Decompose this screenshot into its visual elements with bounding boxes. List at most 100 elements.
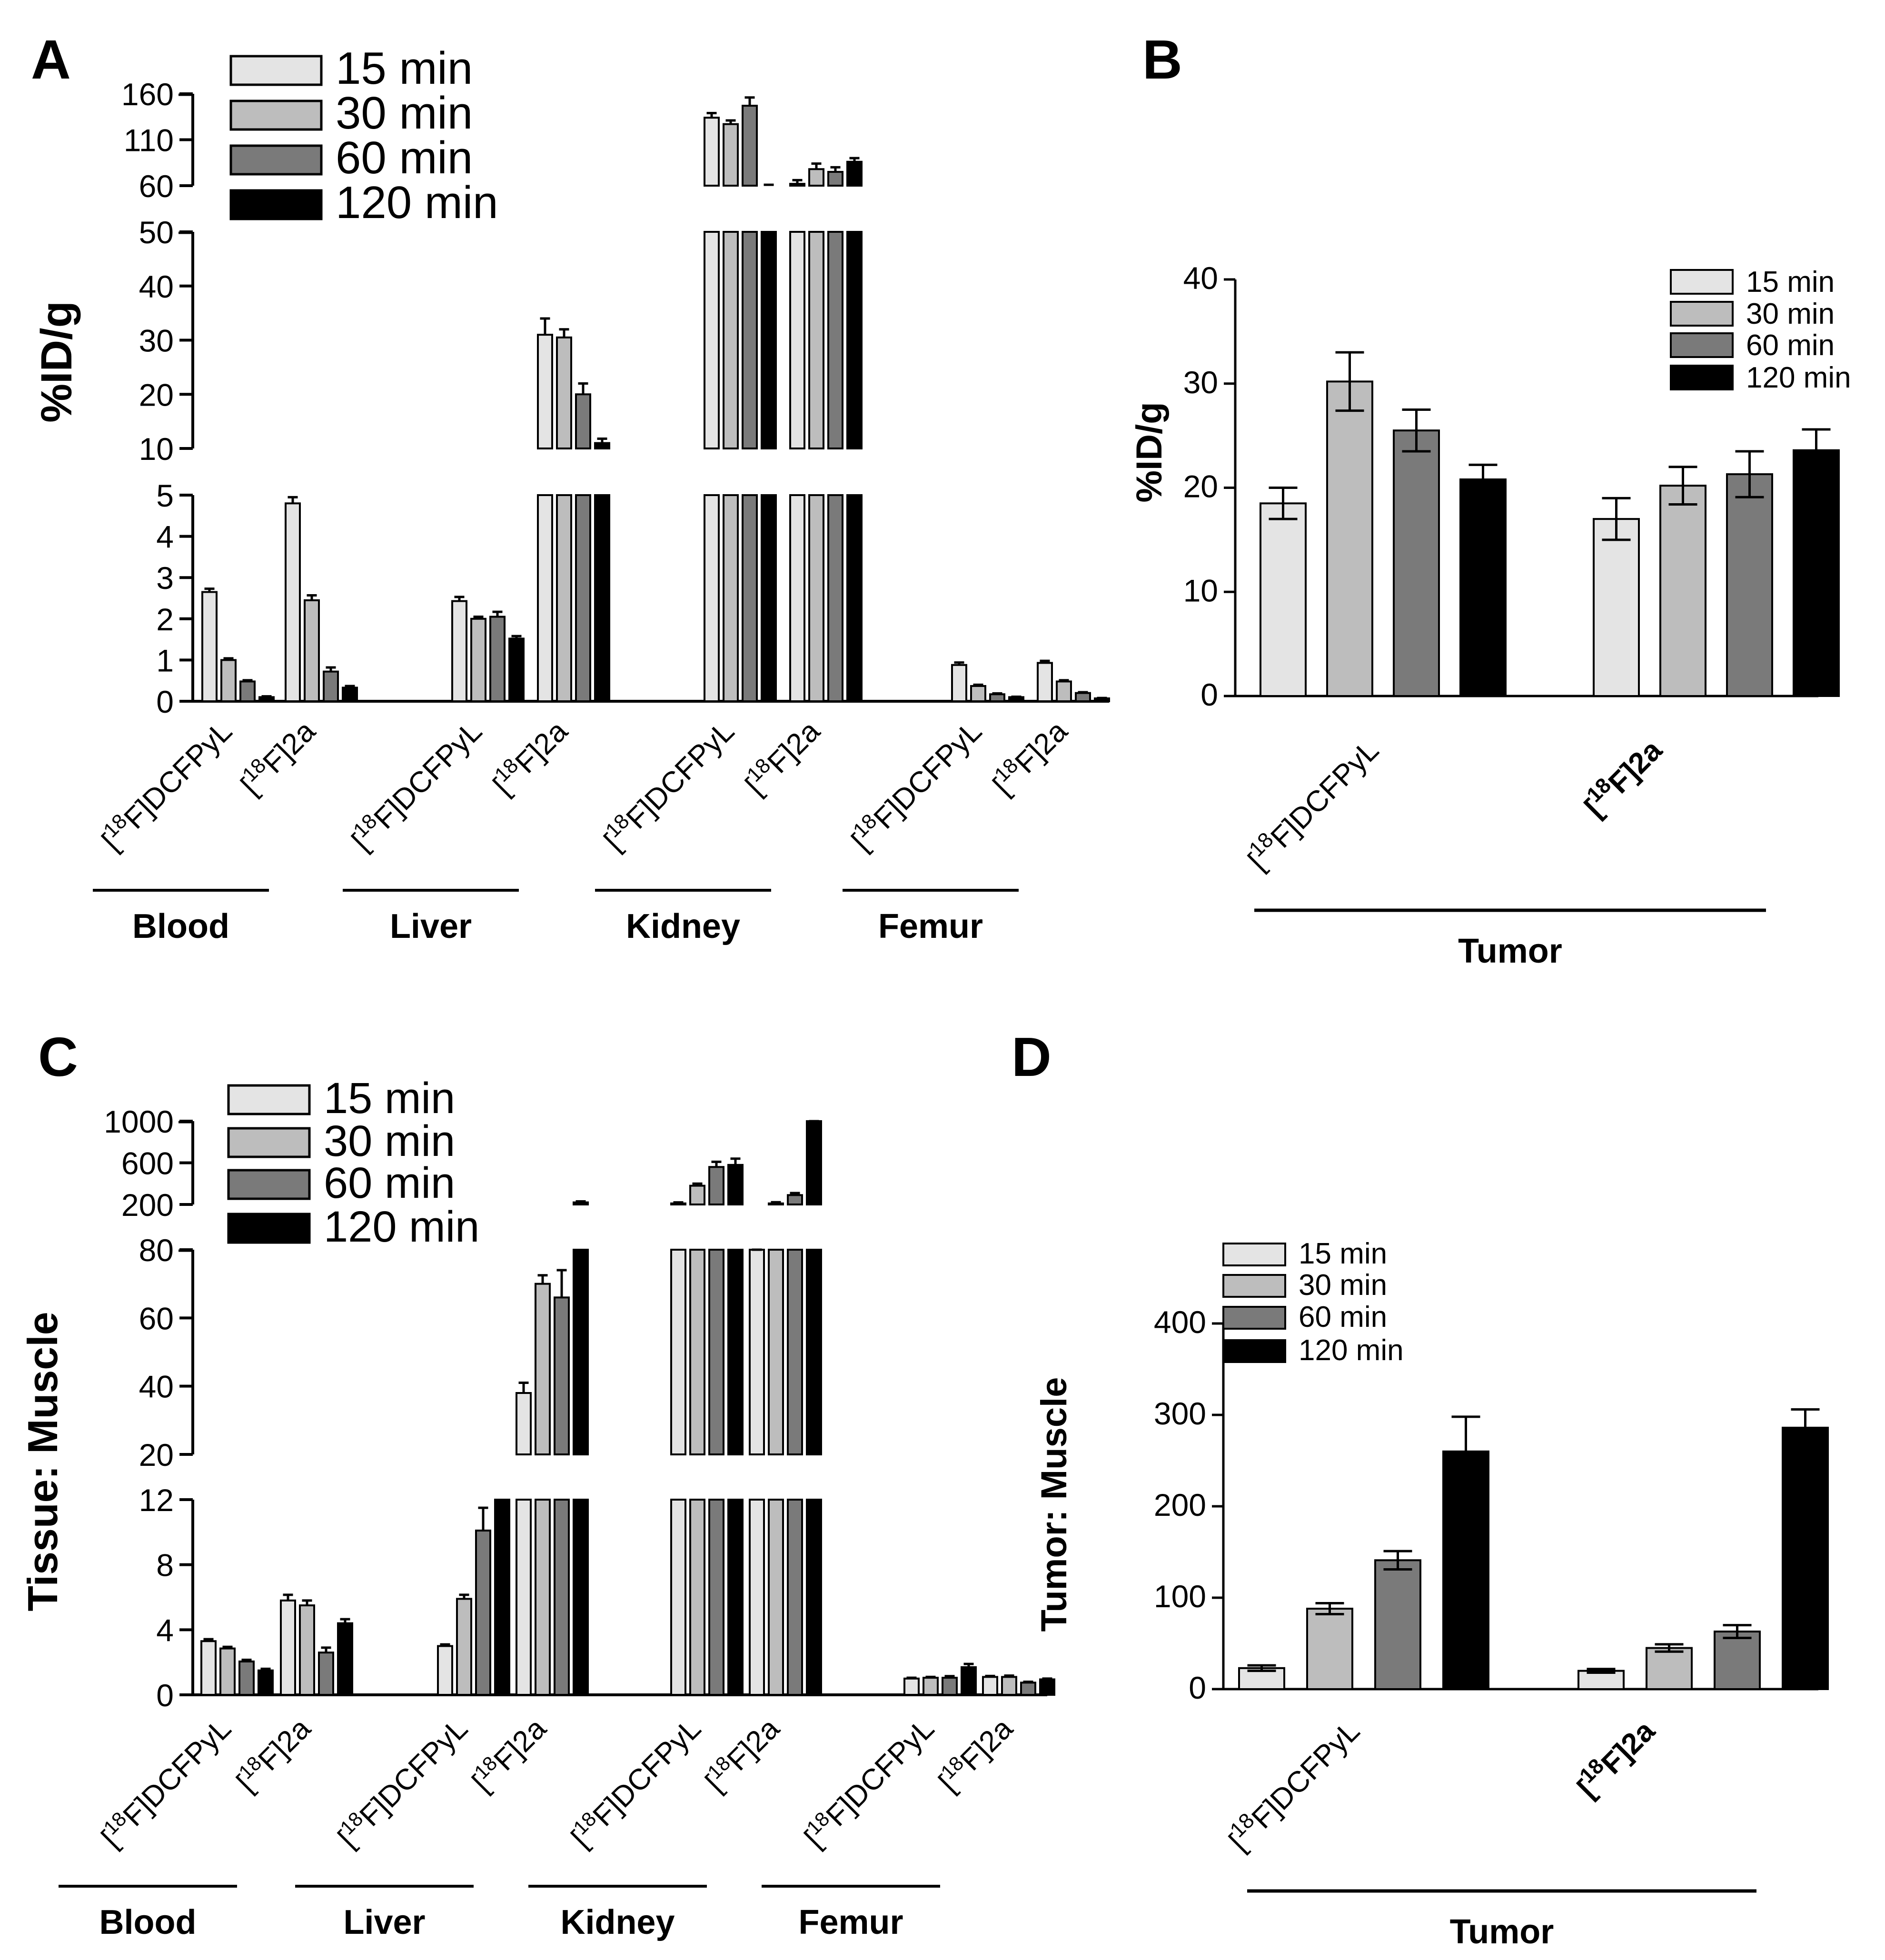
y-tick-label: 40 [139,1369,174,1404]
y-tick-label: 5 [156,478,174,513]
bar [1306,1608,1353,1691]
compound-label: [18F]DCFPyL [1239,730,1385,877]
organ-label: Femur [798,1903,903,1941]
compound-label: [18F]DCFPyL [1220,1711,1366,1858]
bar [437,1645,453,1696]
compound-label: [18F]DCFPyL [93,1710,238,1854]
bar [704,231,720,449]
bar [516,1499,532,1696]
bar [761,494,777,702]
tumor-label: Tumor [1450,1913,1554,1951]
legend-label: 15 min [1746,266,1835,298]
bar [787,1249,803,1455]
bar [961,1666,977,1696]
y-tick-label: 30 [1183,365,1218,400]
y-tick-label: 200 [121,1187,174,1223]
bar [749,1249,765,1455]
bar [742,105,758,187]
panel-letter: A [31,29,71,90]
bar [749,1499,765,1696]
bar [789,231,805,449]
bar [670,1499,686,1696]
compound-label: [18F]DCFPyL [796,1710,941,1854]
bar [808,231,824,449]
bar [806,1249,822,1455]
legend-label: 60 min [336,132,473,183]
bar [1793,449,1840,697]
bar [323,670,339,702]
bar [535,1499,551,1696]
organ-label: Blood [132,907,229,945]
bar [903,1677,920,1696]
legend-label: 120 min [1746,361,1851,394]
bar [201,591,218,703]
bar [768,1499,784,1696]
y-tick-label: 0 [156,684,174,719]
bar [708,1499,724,1696]
compound-label: [18F]2a [984,712,1074,802]
bar [787,1499,803,1696]
bar [808,168,824,187]
legend-label: 60 min [1746,329,1835,362]
compound-label: [18F]DCFPyL [563,1710,707,1854]
bar [470,617,486,703]
legend-swatch [229,55,323,86]
y-axis-title: %ID/g [32,301,81,423]
legend-swatch [1222,1243,1286,1266]
bar [1646,1647,1693,1691]
bar [723,231,739,449]
bar [1782,1426,1829,1690]
legend-label: 60 min [1299,1301,1387,1333]
bar [789,183,805,187]
y-tick-label: 12 [139,1482,174,1518]
bar [304,599,320,702]
y-tick-label: 30 [139,323,174,358]
panel-letter: B [1142,29,1182,90]
y-tick-label: 1 [156,643,174,678]
y-tick-label: 0 [1200,677,1218,712]
bar [1459,478,1507,697]
y-tick-label: 8 [156,1548,174,1583]
legend-swatch [1670,269,1734,295]
bar [1326,380,1373,697]
legend-swatch [229,189,323,220]
organ-label: Liver [343,1903,425,1941]
y-tick-label: 20 [139,377,174,412]
bar [239,680,256,703]
bar [951,664,967,702]
bar [1001,1676,1017,1696]
y-tick-label: 4 [156,1612,174,1648]
bar [280,1599,296,1696]
bar [516,1392,532,1455]
organ-label: Blood [99,1903,197,1941]
y-tick-label: 60 [139,1301,174,1336]
legend-swatch [227,1169,311,1200]
bar [537,334,553,449]
bar [573,1249,589,1455]
bar [827,494,843,702]
bar [846,160,863,187]
bar [1393,429,1440,697]
compound-label: [18F]2a [485,712,574,802]
bar [318,1652,334,1696]
bar [689,1249,705,1455]
y-tick-label: 200 [1154,1487,1206,1522]
bar [970,685,986,703]
panel-letter: C [38,1026,78,1088]
bar [238,1660,255,1696]
compound-label: [18F]2a [931,1710,1020,1799]
bar [1714,1631,1761,1691]
bar [451,600,467,703]
bar [285,502,301,702]
organ-label: Femur [878,907,983,945]
y-tick-label: 20 [139,1437,174,1472]
bar [575,494,591,702]
bar [342,686,358,702]
legend-swatch [229,144,323,176]
bar [827,171,843,187]
y-tick-label: 50 [139,215,174,250]
bar [808,494,824,702]
y-tick-label: 80 [139,1233,174,1268]
organ-label: Kidney [560,1903,675,1941]
